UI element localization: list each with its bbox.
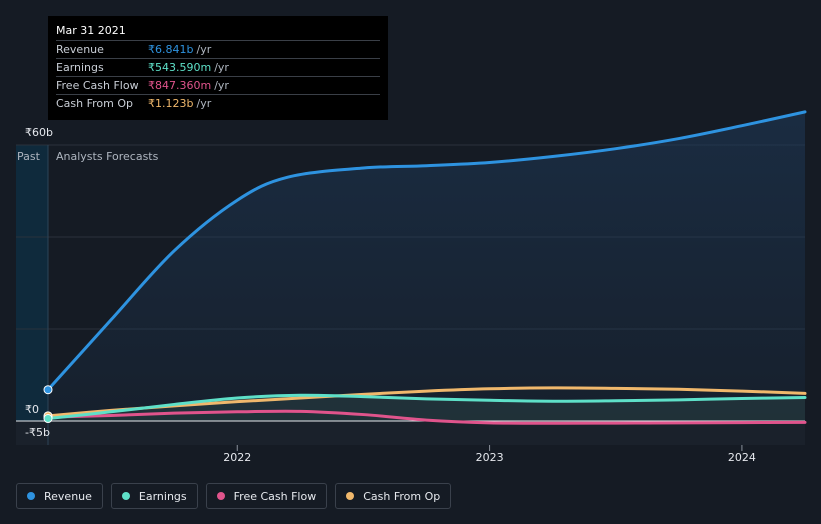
legend: Revenue Earnings Free Cash Flow Cash Fro… [16, 483, 452, 509]
legend-dot-icon [216, 492, 225, 500]
tooltip-row-name: Earnings [56, 61, 104, 74]
past-region [16, 145, 48, 445]
legend-label: Free Cash Flow [233, 489, 317, 503]
tooltip-row-revenue: Revenue ₹6.841b /yr [56, 40, 380, 58]
forecast-label: Analysts Forecasts [56, 150, 159, 163]
series-layer [43, 110, 807, 425]
tooltip-row-unit: /yr [196, 97, 212, 110]
tooltip-row-name: Revenue [56, 43, 104, 56]
tooltip-row-value: ₹847.360m [148, 79, 212, 92]
tooltip-row-value: ₹543.590m [148, 61, 212, 74]
tooltip-row-unit: /yr [214, 79, 229, 92]
legend-item-earnings[interactable]: Earnings [110, 483, 198, 509]
legend-dot-icon [27, 492, 35, 500]
plot-bottom-band [16, 421, 805, 445]
tooltip-row-value: ₹6.841b [148, 43, 194, 56]
tooltip: Mar 31 2021 Revenue ₹6.841b /yr Earnings… [48, 16, 388, 120]
free-cash-flow-line [46, 409, 807, 425]
legend-item-free-cash-flow[interactable]: Free Cash Flow [205, 483, 328, 509]
legend-dot-icon [346, 492, 355, 500]
y-tick-label: ₹0 [25, 403, 39, 416]
revenue-area-fill [48, 111, 805, 421]
earnings-line [46, 393, 807, 421]
x-tick-label: 2023 [476, 451, 504, 464]
tooltip-row-cash-from-op: Cash From Op ₹1.123b /yr [56, 94, 380, 112]
tooltip-row-unit: /yr [214, 61, 229, 74]
x-tick-label: 2022 [223, 451, 251, 464]
tooltip-row-earnings: Earnings ₹543.590m /yr [56, 58, 380, 76]
legend-label: Cash From Op [363, 489, 441, 503]
tooltip-row-name: Cash From Op [56, 97, 134, 110]
revenue-start-point [43, 385, 53, 395]
tooltip-date: Mar 31 2021 [56, 24, 126, 37]
legend-label: Earnings [138, 489, 187, 503]
legend-label: Revenue [44, 489, 92, 503]
x-tick-label: 2024 [728, 451, 756, 464]
y-tick-label: -₹5b [25, 426, 50, 439]
legend-item-cash-from-op[interactable]: Cash From Op [335, 483, 452, 509]
tooltip-row-unit: /yr [196, 43, 212, 56]
past-label: Past [17, 150, 41, 163]
tick-layer: ₹60b ₹0 -₹5b 2022 2023 2024 [25, 126, 756, 464]
tooltip-row-name: Free Cash Flow [56, 79, 139, 92]
y-tick-label: ₹60b [25, 126, 53, 139]
earnings-start-point [43, 414, 53, 424]
revenue-line [46, 110, 807, 392]
tooltip-row-value: ₹1.123b [148, 97, 194, 110]
tooltip-row-free-cash-flow: Free Cash Flow ₹847.360m /yr [56, 76, 380, 94]
legend-dot-icon [121, 492, 130, 500]
legend-item-revenue[interactable]: Revenue [16, 483, 103, 509]
